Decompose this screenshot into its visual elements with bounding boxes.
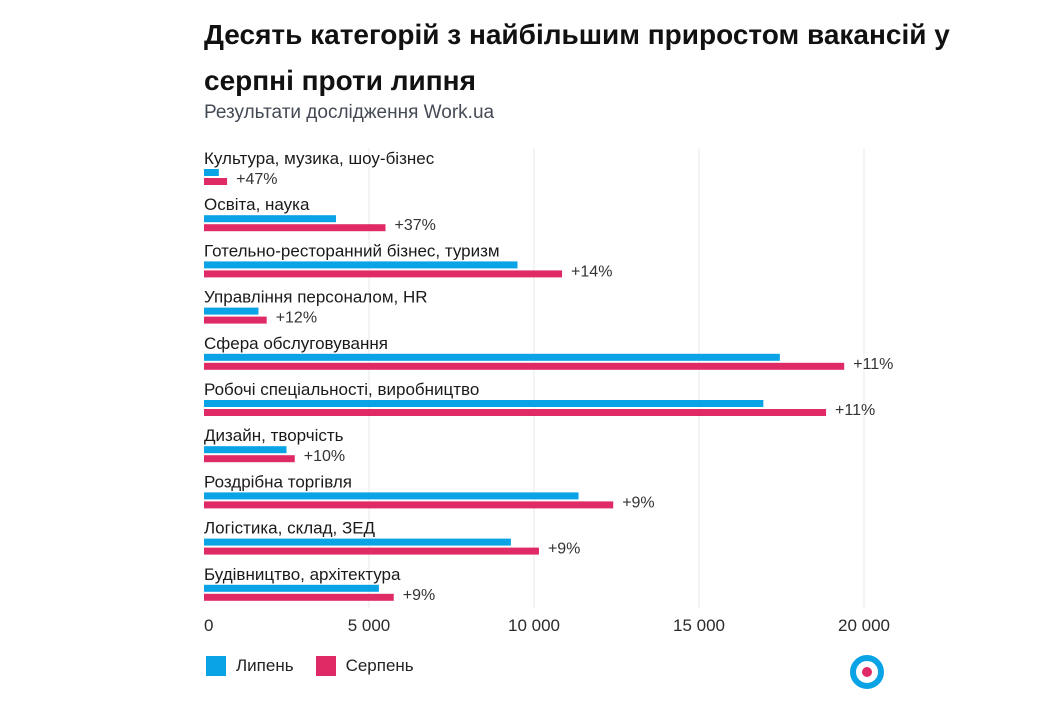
bar-july — [204, 446, 287, 454]
bar-august — [204, 501, 614, 509]
bar-august — [204, 455, 295, 463]
bar-august — [204, 178, 228, 185]
bar-august — [204, 547, 539, 555]
bar-july — [204, 538, 511, 546]
data-label: +9% — [548, 541, 580, 558]
chart-title: Десять категорій з найбільшим приростом … — [204, 19, 950, 96]
category-label: Будівництво, архітектура — [204, 565, 401, 584]
category-label: Сфера обслуговування — [204, 334, 388, 353]
x-tick-label: 15 000 — [673, 616, 725, 635]
bar-july — [204, 492, 579, 500]
category-label: Роздрібна торгівля — [204, 472, 352, 491]
data-label: +11% — [835, 402, 875, 419]
x-tick-label: 0 — [204, 616, 213, 635]
data-label: +9% — [622, 494, 654, 511]
data-label: +12% — [276, 310, 317, 327]
bar-august — [204, 593, 394, 601]
data-label: +11% — [853, 356, 893, 373]
legend-label-august: Серпень — [345, 656, 414, 675]
data-label: +14% — [571, 263, 612, 280]
bar-july — [204, 169, 219, 176]
legend-item-july: Липень — [206, 656, 294, 676]
chart-subtitle: Результати дослідження Work.ua — [204, 102, 495, 123]
workua-logo-icon — [850, 655, 884, 689]
data-label: +10% — [304, 448, 345, 465]
category-label: Культура, музика, шоу-бізнес — [204, 149, 435, 168]
bar-august — [204, 316, 267, 324]
x-tick-label: 10 000 — [508, 616, 560, 635]
bar-july — [204, 307, 259, 315]
category-label: Управління персоналом, HR — [204, 288, 428, 307]
category-label: Освіта, наука — [204, 195, 310, 214]
category-label: Дизайн, творчість — [204, 426, 344, 445]
legend-label-july: Липень — [236, 656, 294, 675]
legend-item-august: Серпень — [315, 656, 414, 676]
bar-july — [204, 215, 336, 223]
legend-swatch-july — [206, 656, 226, 676]
legend-swatch-august — [315, 656, 336, 676]
category-label: Готельно-ресторанний бізнес, туризм — [204, 241, 500, 260]
bar-july — [204, 400, 764, 407]
bar-july — [204, 584, 379, 592]
bar-august — [204, 409, 827, 416]
bar-august — [204, 224, 386, 232]
bar-august — [204, 270, 563, 278]
legend: Липень Серпень — [206, 656, 436, 676]
x-tick-label: 20 000 — [838, 616, 890, 635]
x-tick-label: 5 000 — [348, 616, 391, 635]
bar-july — [204, 353, 780, 361]
category-label: Робочі спеціальності, виробництво — [204, 380, 479, 399]
data-label: +37% — [395, 217, 436, 234]
data-label: +9% — [403, 587, 435, 604]
data-label: +47% — [236, 171, 277, 188]
bar-july — [204, 261, 518, 269]
bar-august — [204, 362, 845, 370]
category-label: Логістика, склад, ЗЕД — [204, 519, 376, 538]
